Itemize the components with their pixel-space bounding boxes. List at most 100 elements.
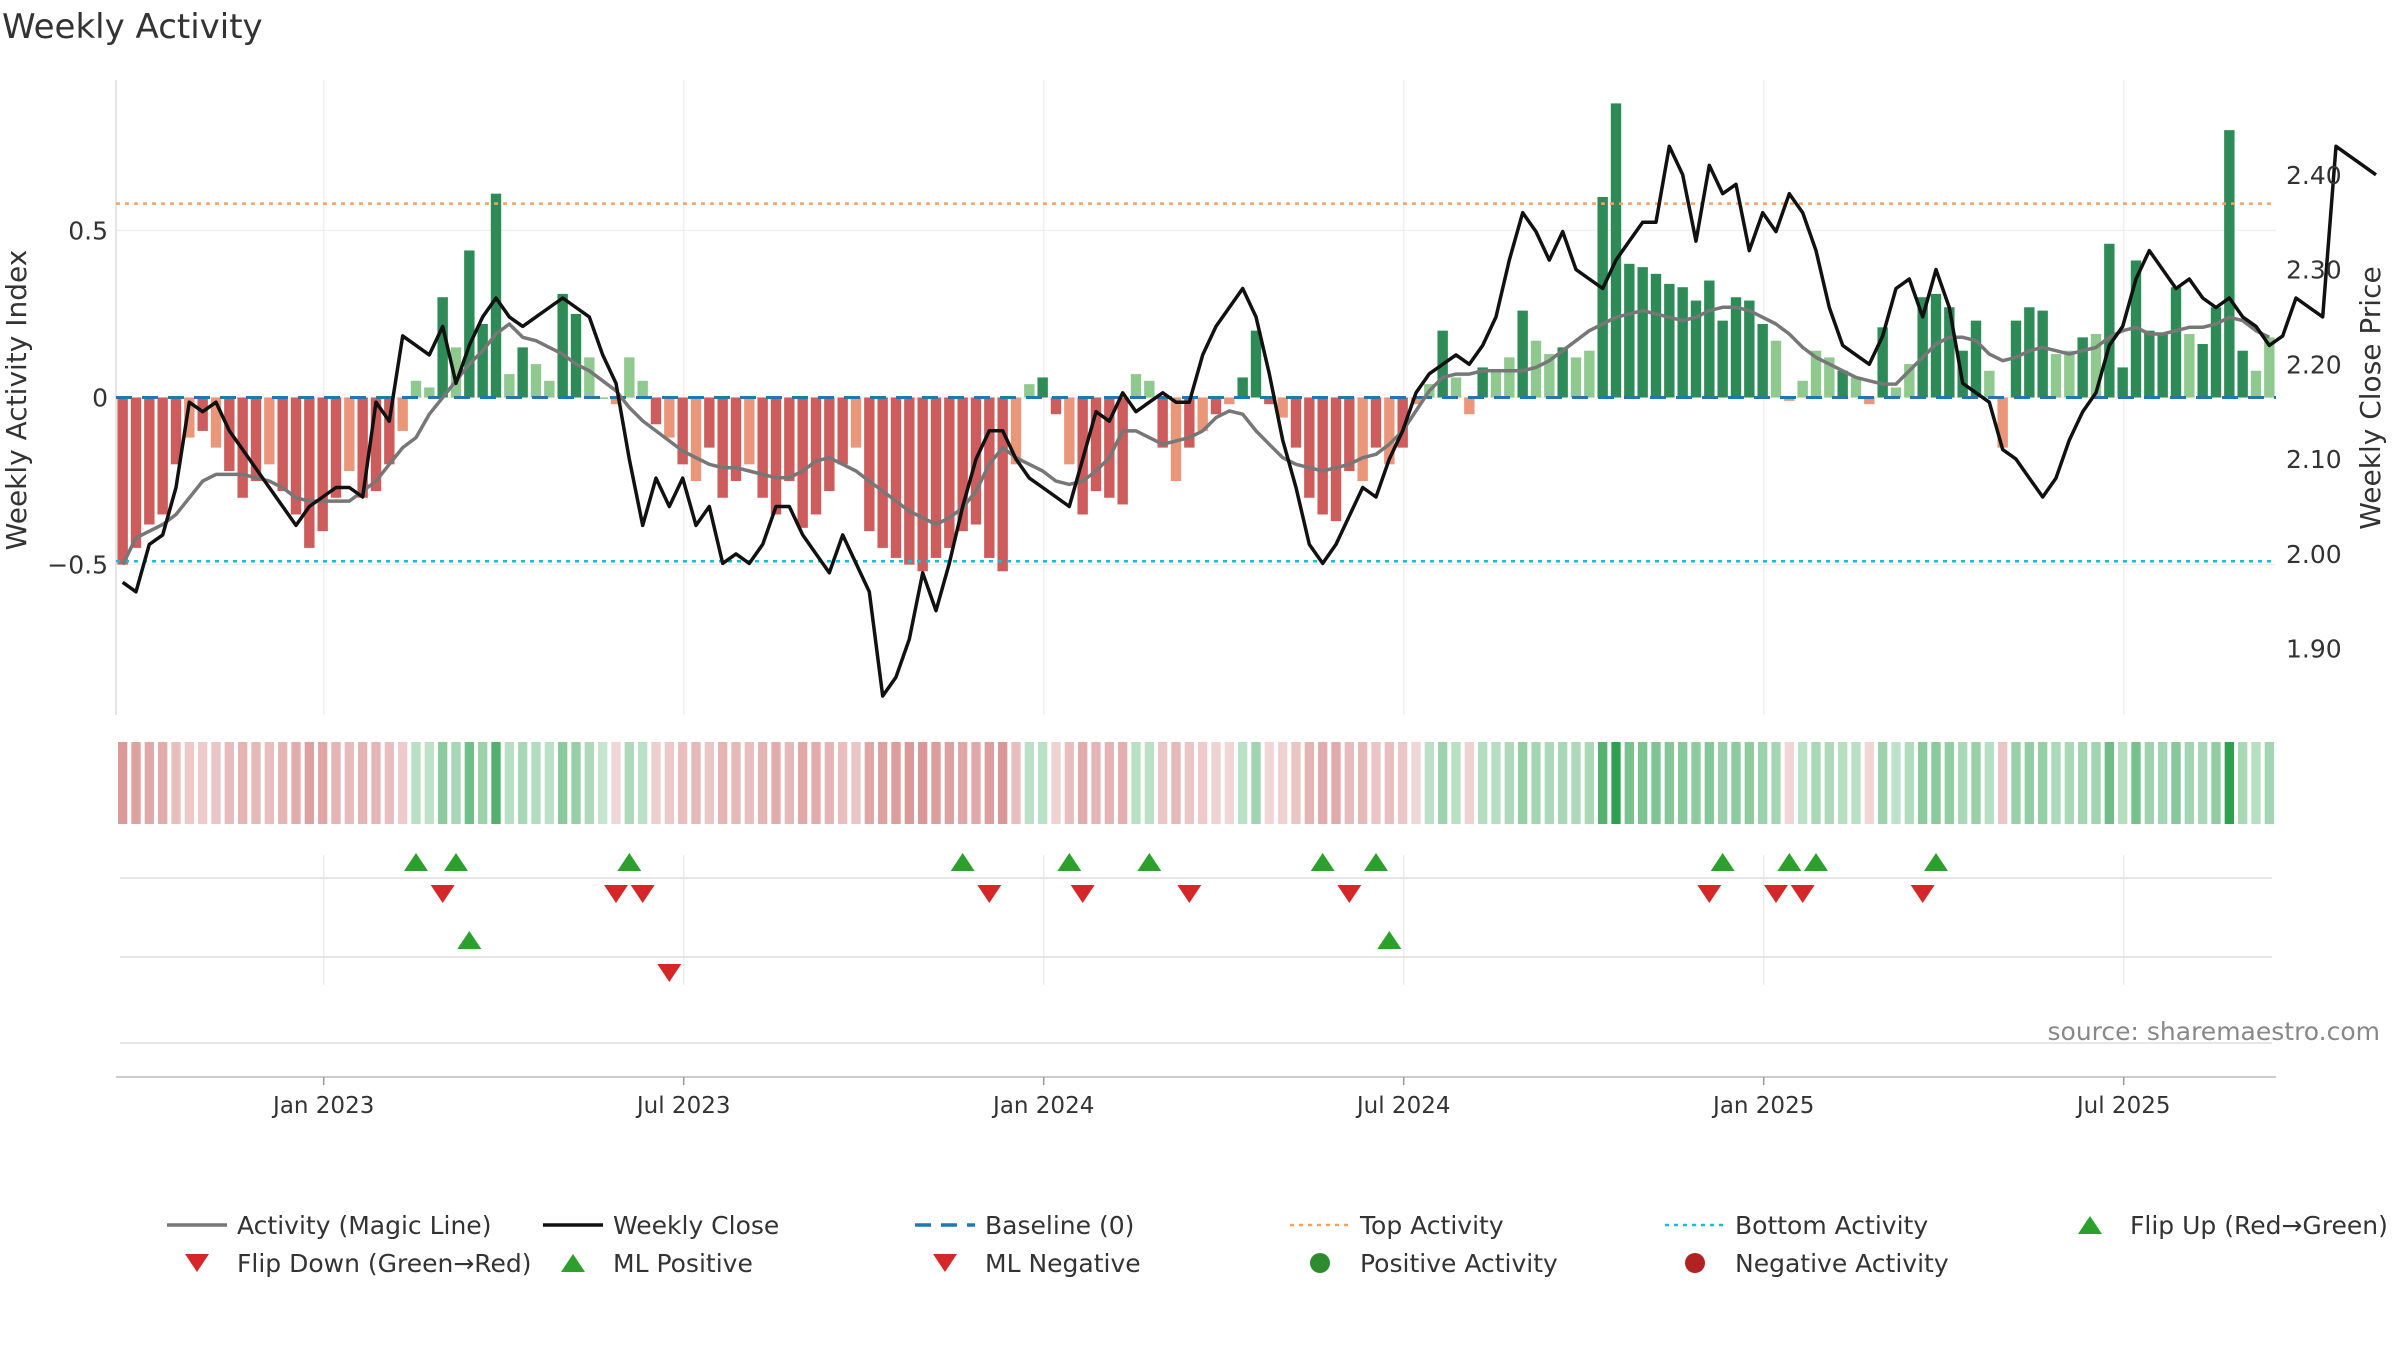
strip-cell <box>984 742 994 824</box>
flip-down-marker <box>1910 885 1935 903</box>
legend-swatch-circle <box>1310 1253 1330 1273</box>
flip-down-marker <box>1337 885 1362 903</box>
strip-cell <box>491 742 501 824</box>
x-axis: Jan 2023 Jul 2023 Jan 2024 Jul 2024 Jan 2025… <box>116 1076 2276 1119</box>
strip-cell <box>2144 742 2154 824</box>
activity-bar <box>2157 334 2168 398</box>
activity-bar <box>1397 397 1408 448</box>
x-tick-label: Jul 2023 <box>635 1093 731 1119</box>
legend-label: ML Positive <box>613 1249 753 1278</box>
strip-cell <box>291 742 301 824</box>
strip-cell <box>958 742 968 824</box>
flip-down-marker <box>604 885 628 903</box>
flip-up-marker <box>404 853 428 871</box>
strip-cell <box>1491 742 1501 824</box>
activity-bar <box>2210 307 2222 398</box>
activity-bar <box>850 397 862 448</box>
chart-title: Weekly Activity <box>2 7 263 47</box>
strip-cell <box>1064 742 1074 824</box>
activity-bar <box>317 397 328 532</box>
strip-cell <box>2184 742 2194 824</box>
strip-cell <box>1664 742 1674 824</box>
strip-cell <box>1771 742 1781 824</box>
activity-bar <box>1850 377 1862 398</box>
strip-cell <box>544 742 554 824</box>
strip-cell <box>2078 742 2088 824</box>
activity-bar <box>477 323 488 398</box>
strip-cell <box>2051 742 2061 824</box>
strip-cell <box>824 742 834 824</box>
strip-cell <box>1891 742 1901 824</box>
activity-bar <box>504 374 515 398</box>
activity-bar <box>170 397 182 465</box>
activity-bar <box>1184 397 1195 448</box>
activity-bar <box>1944 307 1955 398</box>
activity-bar <box>1050 397 1062 415</box>
strip-cell <box>2251 742 2261 824</box>
activity-bar <box>1997 397 2008 448</box>
strip-cell <box>318 742 328 824</box>
activity-bar <box>130 397 142 548</box>
strip-cell <box>1451 742 1461 824</box>
activity-bar <box>1064 397 1075 465</box>
strip-cell <box>504 742 514 824</box>
strip-cell <box>1264 742 1274 824</box>
activity-bar <box>1610 103 1622 398</box>
strip-cell <box>678 742 688 824</box>
strip-cell <box>878 742 888 824</box>
strip-cell <box>784 742 794 824</box>
activity-bar <box>717 397 728 498</box>
strip-cell <box>811 742 821 824</box>
activity-bar <box>517 347 528 398</box>
legend-label: ML Negative <box>985 1249 1141 1278</box>
legend-label: Baseline (0) <box>985 1211 1134 1240</box>
strip-cell <box>624 742 634 824</box>
ml-negative-marker <box>657 964 682 982</box>
strip-cell <box>1531 742 1541 824</box>
strip-cell <box>2024 742 2034 824</box>
activity-bar <box>704 397 715 448</box>
activity-bar <box>397 397 408 431</box>
activity-bar <box>410 380 422 398</box>
strip-cell <box>1624 742 1634 824</box>
strip-cell <box>1424 742 1434 824</box>
activity-bar <box>770 397 782 515</box>
activity-bar <box>117 397 128 565</box>
activity-bar <box>997 397 1008 572</box>
activity-bar <box>1250 330 1262 398</box>
activity-bar <box>264 397 275 465</box>
activity-bar <box>1304 397 1315 498</box>
activity-bar <box>424 387 435 398</box>
activity-bar <box>1024 384 1035 398</box>
x-tick-label: Jan 2023 <box>271 1093 374 1119</box>
legend-item: Positive Activity <box>1310 1249 1558 1278</box>
legend-label: Negative Activity <box>1735 1249 1949 1278</box>
strip-cell <box>598 742 608 824</box>
activity-bar <box>330 397 342 498</box>
activity-bar <box>1157 397 1168 448</box>
strip-cell <box>1118 742 1128 824</box>
strip-cell <box>1398 742 1408 824</box>
activity-bar <box>664 397 675 438</box>
strip-cell <box>1038 742 1048 824</box>
flip-up-marker <box>444 853 468 871</box>
activity-bar <box>650 397 662 425</box>
strip-cell <box>211 742 221 824</box>
activity-bar <box>2117 367 2128 398</box>
strip-cell <box>131 742 141 824</box>
activity-bar <box>1837 370 1848 398</box>
activity-bar <box>1104 397 1115 498</box>
activity-bar <box>824 397 835 492</box>
y-axis-right-label: Weekly Close Price <box>2354 266 2387 529</box>
strip-cell <box>478 742 488 824</box>
activity-bar <box>597 397 608 399</box>
ml-positive-marker <box>1377 931 1402 949</box>
activity-bar <box>1917 297 1928 398</box>
activity-bar <box>1130 374 1142 398</box>
activity-bar <box>1450 377 1462 398</box>
strip-cell <box>838 742 848 824</box>
strip-cell <box>1811 742 1821 824</box>
activity-bar <box>744 397 755 465</box>
activity-bar <box>1717 320 1728 398</box>
